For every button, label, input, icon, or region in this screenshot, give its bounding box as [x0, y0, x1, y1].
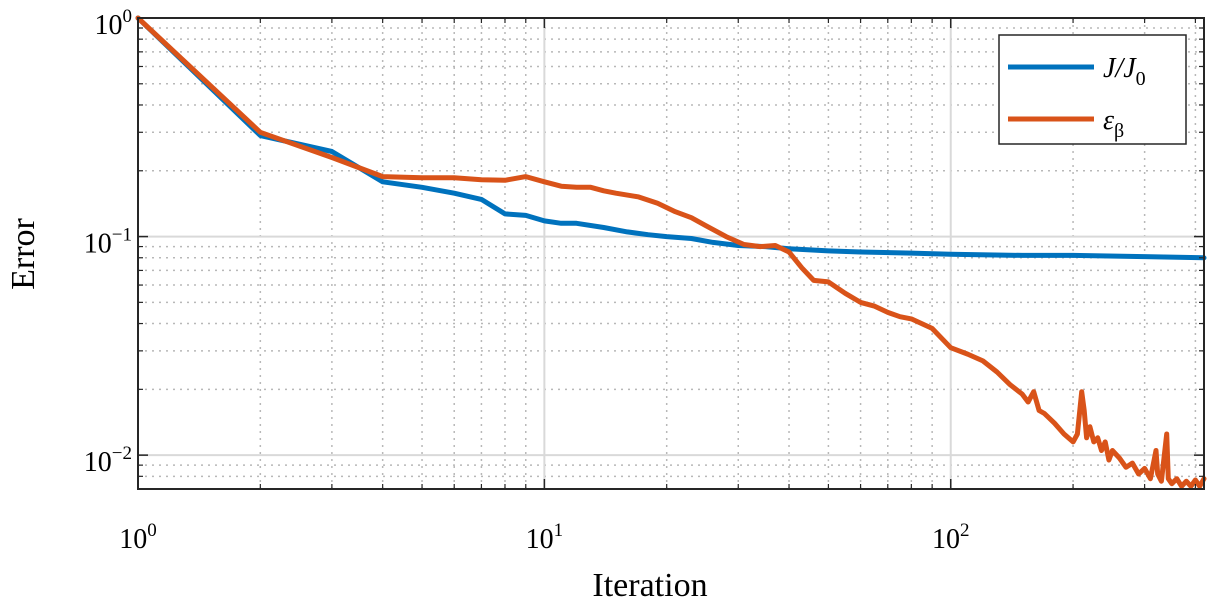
y-tick-label: 10−2	[84, 443, 132, 478]
x-tick-label: 101	[526, 520, 564, 555]
x-tick-label: 100	[119, 520, 157, 555]
x-tick-label: 102	[932, 520, 970, 555]
legend: J/J0 εβ	[998, 34, 1187, 145]
y-tick-label: 10−1	[84, 225, 132, 260]
series-line-1	[135, 15, 1207, 261]
y-tick-labels: 100 10−1 10−2	[84, 6, 132, 478]
legend-label-2: εβ	[1103, 105, 1124, 142]
x-tick-labels: 100 101 102	[119, 520, 969, 555]
plot-frame	[137, 17, 1205, 490]
y-axis-title: Error	[5, 217, 42, 289]
x-axis-title: Iteration	[592, 567, 707, 604]
series-layer	[135, 15, 1207, 489]
legend-box	[998, 34, 1187, 145]
legend-label-1: J/J0	[1103, 53, 1146, 90]
y-tick-label: 100	[95, 6, 133, 41]
series-line-2	[135, 15, 1207, 489]
axis-ticks	[137, 17, 1204, 490]
